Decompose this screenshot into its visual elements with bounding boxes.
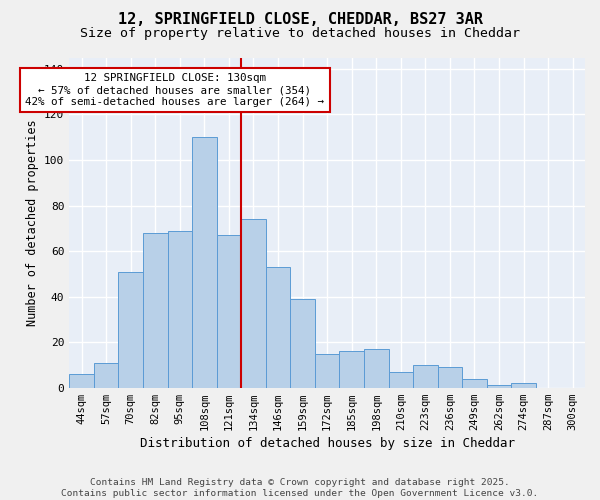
Text: 12 SPRINGFIELD CLOSE: 130sqm
← 57% of detached houses are smaller (354)
42% of s: 12 SPRINGFIELD CLOSE: 130sqm ← 57% of de…: [25, 74, 325, 106]
Text: Contains HM Land Registry data © Crown copyright and database right 2025.
Contai: Contains HM Land Registry data © Crown c…: [61, 478, 539, 498]
Bar: [413, 365, 437, 388]
Bar: [364, 349, 389, 388]
Bar: [241, 219, 266, 388]
Bar: [389, 372, 413, 388]
Bar: [511, 383, 536, 388]
Y-axis label: Number of detached properties: Number of detached properties: [26, 120, 38, 326]
Bar: [94, 362, 118, 388]
Bar: [290, 299, 315, 388]
Text: Size of property relative to detached houses in Cheddar: Size of property relative to detached ho…: [80, 28, 520, 40]
Text: 12, SPRINGFIELD CLOSE, CHEDDAR, BS27 3AR: 12, SPRINGFIELD CLOSE, CHEDDAR, BS27 3AR: [118, 12, 482, 28]
Bar: [143, 233, 167, 388]
Bar: [69, 374, 94, 388]
Bar: [462, 378, 487, 388]
X-axis label: Distribution of detached houses by size in Cheddar: Distribution of detached houses by size …: [140, 437, 515, 450]
Bar: [217, 235, 241, 388]
Bar: [167, 230, 192, 388]
Bar: [118, 272, 143, 388]
Bar: [340, 352, 364, 388]
Bar: [192, 137, 217, 388]
Bar: [437, 367, 462, 388]
Bar: [487, 386, 511, 388]
Bar: [266, 267, 290, 388]
Bar: [315, 354, 340, 388]
